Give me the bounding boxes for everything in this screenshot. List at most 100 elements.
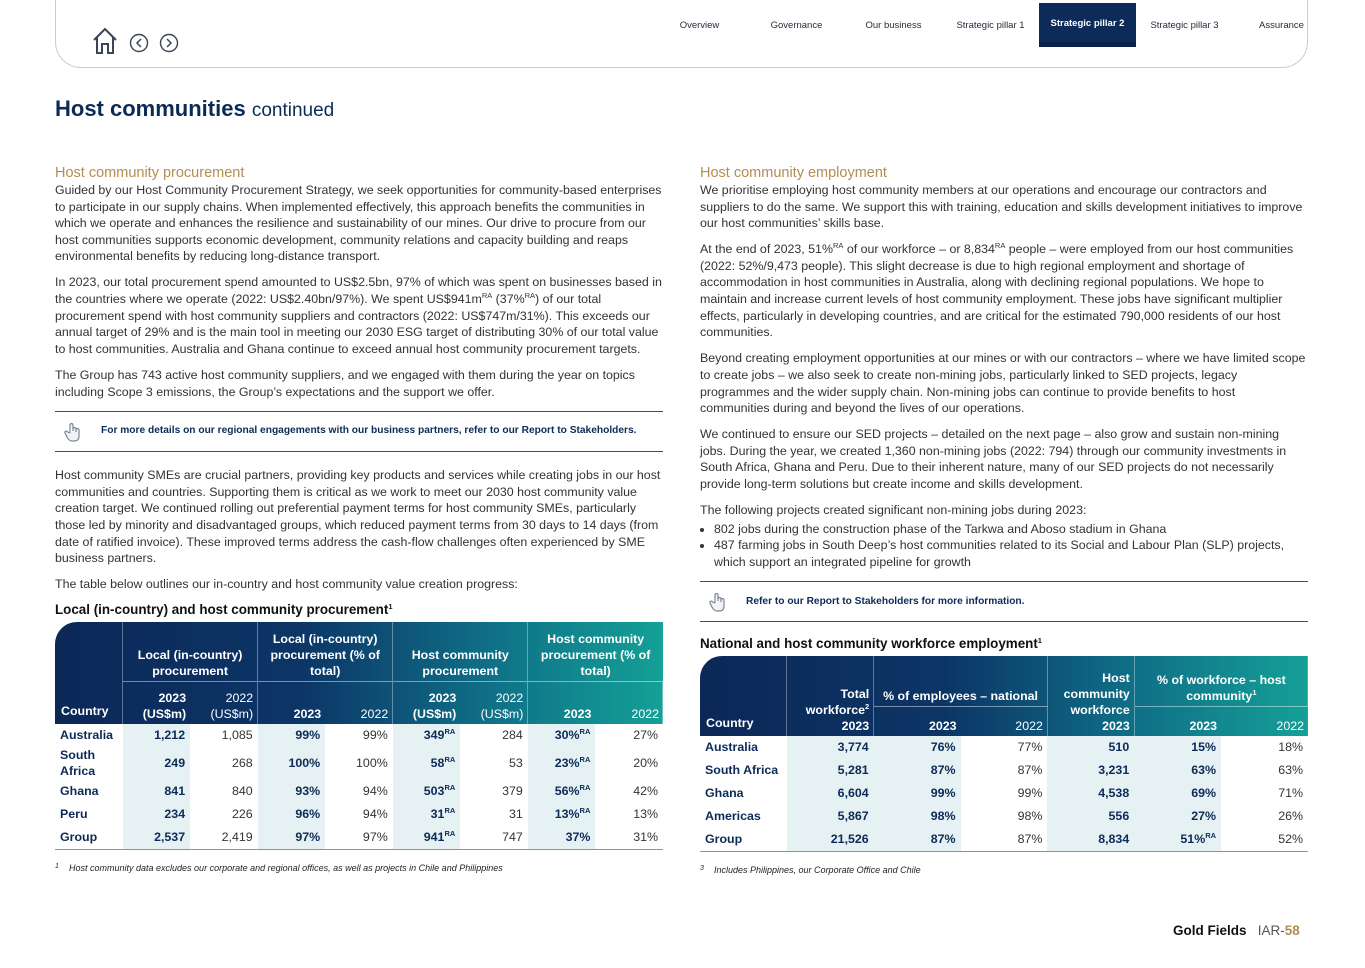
year-header: 2022 (1221, 705, 1308, 737)
text: 249 (164, 756, 186, 771)
unit: (US$m) (412, 706, 457, 721)
cell: 15% (1134, 736, 1222, 760)
table-row: South Africa 5,281 87% 87% 3,231 63% 63% (700, 759, 1308, 783)
text: Peru (60, 807, 88, 822)
superscript: 1 (388, 602, 393, 612)
table-row: Group 2,537 2,419 97% 97% 941RA 747 37% 31% (55, 826, 663, 850)
nav-tab[interactable]: Strategic pillar 3 (1150, 19, 1219, 31)
table-row: Americas 5,867 98% 98% 556 27% 26% (700, 805, 1308, 829)
cell: 76% (873, 736, 961, 760)
footnote: 1 Host community data excludes our corpor… (55, 859, 663, 877)
text: 31% (633, 830, 658, 845)
cell: 93% (257, 780, 326, 804)
superscript: RA (1205, 831, 1217, 841)
text: 99% (1017, 786, 1043, 801)
year: 2022 (631, 706, 659, 721)
text: 26% (1278, 809, 1303, 824)
nav-tab[interactable]: Strategic pillar 1 (956, 19, 1025, 31)
column-header: Country (61, 703, 109, 718)
header-row: Country Local (in-country) procurement Loc… (55, 621, 663, 718)
text: 97% (362, 830, 388, 845)
text: South Africa (60, 747, 96, 779)
text: South Africa (705, 763, 779, 778)
nav-tab[interactable]: Our business (865, 19, 922, 31)
year-header: 2022 (US$m) (460, 681, 528, 724)
cell: 42% (595, 780, 663, 803)
cell: 20% (595, 747, 663, 780)
group-header: Local (in-country) procurement (% of tot… (257, 621, 393, 682)
bullet-list: 802 jobs during the construction phase o… (700, 521, 1308, 571)
year: 2023 (1189, 719, 1218, 734)
text: 94% (362, 784, 388, 799)
back-icon[interactable] (129, 33, 149, 53)
year: 2023 (841, 719, 870, 734)
row-label: Ghana (700, 782, 787, 805)
paragraph: Beyond creating employment opportunities… (700, 350, 1308, 416)
title-main: Host communities (55, 96, 246, 121)
cell: 2,419 (190, 826, 258, 850)
forward-icon[interactable] (159, 33, 179, 53)
cell: 100% (325, 747, 393, 780)
cell: 52% (1221, 828, 1308, 852)
nav-tab[interactable]: Assurance (1259, 19, 1304, 31)
superscript: RA (579, 755, 591, 765)
text: 37% (565, 830, 591, 845)
year: 2023 (928, 719, 957, 734)
text: The table below outlines our in-country … (55, 577, 518, 592)
text: At the end of 2023, 51% (700, 242, 833, 257)
year-header: 2022 (595, 681, 663, 724)
superscript: RA (579, 783, 591, 793)
row-label: Australia (55, 724, 123, 747)
row-label: Americas (700, 805, 787, 828)
text: Group (705, 832, 743, 847)
text: 97% (295, 830, 321, 845)
cell: 71% (1221, 782, 1308, 805)
row-label: South Africa (700, 759, 787, 782)
table-header: Country Total workforce2 2023 % of employee… (700, 656, 1308, 737)
year-header: 2022 (US$m) (190, 681, 258, 724)
text: Beyond creating employment opportunities… (700, 351, 1306, 416)
cell: 87% (873, 759, 961, 783)
text: 5,867 (837, 809, 869, 824)
text: 13% (633, 807, 658, 822)
text: 69% (1191, 786, 1217, 801)
text: 1,212 (154, 728, 186, 743)
text: The Group has 743 active host community … (55, 367, 635, 399)
cell: 96% (257, 803, 326, 827)
cell: 99% (257, 723, 326, 747)
text: 27% (633, 728, 658, 743)
cell: 94% (325, 780, 393, 803)
cell: 63% (1221, 759, 1308, 782)
nav-tab[interactable]: Strategic pillar 2 (1039, 3, 1136, 47)
cell: 4,538 (1047, 782, 1135, 806)
cell: 63% (1134, 759, 1222, 783)
text: 100% (356, 756, 388, 771)
hand-icon (64, 422, 80, 442)
group-header: Host community procurement (% of total) (527, 621, 663, 682)
cell: 99% (873, 782, 961, 806)
home-icon[interactable] (93, 27, 117, 54)
row-label: Group (55, 826, 123, 850)
text: 379 (502, 784, 523, 799)
cell: 56%RA (527, 780, 596, 804)
year-header: 2023 (527, 681, 596, 724)
text: 52% (1278, 832, 1303, 847)
section-heading: Host community employment (700, 165, 887, 181)
table: Country Local (in-country) procurement Loc… (55, 621, 663, 850)
nav-tab[interactable]: Overview (679, 19, 720, 31)
text: 2,537 (154, 830, 186, 845)
nav-tab[interactable]: Governance (770, 19, 823, 31)
table-row: Group 21,526 87% 87% 8,834 51%RA 52% (700, 828, 1308, 852)
row-label: Ghana (55, 780, 123, 803)
cell: 37% (527, 826, 596, 850)
paragraph: We prioritise employing host community m… (700, 182, 1308, 232)
text: 3,231 (1098, 763, 1130, 778)
column-header: Total workforce2 2023 (786, 656, 874, 737)
text: 99% (362, 728, 388, 743)
cell: 747 (460, 826, 528, 850)
footer: Gold Fields IAR-58 (1173, 923, 1300, 938)
cell: 31% (595, 826, 663, 850)
text: 20% (633, 756, 658, 771)
footnote-text: Host community data excludes our corpora… (69, 862, 503, 873)
header-row: 2023 2022 2023 2022 (700, 705, 1308, 737)
